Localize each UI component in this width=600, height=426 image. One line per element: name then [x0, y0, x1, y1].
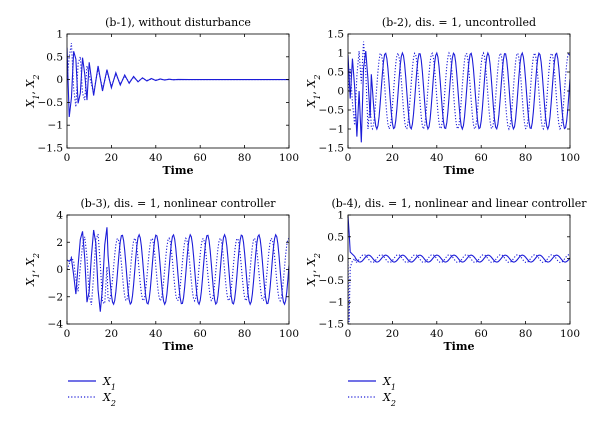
- x-tick-label: 80: [519, 152, 532, 164]
- x-tick-label: 20: [105, 152, 118, 164]
- x-tick-label: 60: [194, 152, 207, 164]
- y-tick-label: −0.5: [38, 97, 64, 109]
- series-x1-line: [67, 227, 289, 312]
- y-tick-label: 1: [337, 210, 344, 222]
- y-tick-label: −1: [329, 297, 344, 309]
- series-x2-line: [67, 43, 289, 108]
- panel-title: (b-4), dis. = 1, nonlinear and linear co…: [331, 197, 587, 210]
- y-tick-label: 1.5: [327, 29, 344, 41]
- x-tick-label: 0: [64, 328, 71, 340]
- y-axis-label: X1, X2: [305, 75, 322, 109]
- y-tick-label: −2: [48, 291, 63, 303]
- x-tick-label: 0: [64, 152, 71, 164]
- y-tick-label: 0.5: [327, 67, 344, 79]
- x-tick-label: 40: [430, 152, 443, 164]
- x-axis-label: Time: [443, 164, 474, 177]
- y-tick-label: −1: [48, 120, 63, 132]
- x-axis-label: Time: [443, 340, 474, 353]
- legend-left: X1 X2: [68, 375, 116, 408]
- x-axis-label: Time: [162, 340, 193, 353]
- x-axis-label: Time: [162, 164, 193, 177]
- y-tick-label: −1.5: [319, 143, 345, 155]
- x-tick-label: 100: [560, 152, 580, 164]
- x-tick-label: 60: [475, 328, 488, 340]
- legend-label-x2: X2: [382, 391, 396, 408]
- y-tick-label: 0.5: [46, 51, 63, 63]
- y-tick-label: 2: [56, 237, 63, 249]
- y-axis-label: X1, X2: [305, 253, 322, 287]
- legend-label-x2: X2: [102, 391, 116, 408]
- panel-title: (b-2), dis. = 1, uncontrolled: [382, 16, 536, 29]
- y-tick-label: 1: [56, 29, 63, 41]
- plot-frame: [66, 33, 290, 149]
- x-tick-label: 20: [386, 328, 399, 340]
- x-tick-label: 20: [386, 152, 399, 164]
- x-tick-label: 40: [430, 328, 443, 340]
- chart-panel-1: 0 20 40 60 80 100 1 0.5 0 −0.5 −1 −1.5 (b-1), withou…: [24, 16, 299, 177]
- x-tick-label: 0: [345, 328, 352, 340]
- x-tick-label: 100: [279, 328, 299, 340]
- x-tick-label: 100: [560, 328, 580, 340]
- y-tick-label: −1.5: [38, 143, 64, 155]
- x-tick-label: 80: [238, 152, 251, 164]
- y-tick-label: −4: [48, 319, 64, 331]
- x-tick-label: 80: [238, 328, 251, 340]
- y-tick-label: −1: [329, 124, 344, 136]
- y-tick-label: 0: [337, 253, 344, 265]
- y-tick-label: −0.5: [319, 105, 345, 117]
- y-tick-label: 0: [56, 74, 63, 86]
- legend-label-x1: X1: [102, 375, 116, 392]
- y-axis-label: X1, X2: [24, 75, 41, 109]
- x-tick-label: 60: [475, 152, 488, 164]
- y-tick-label: 4: [56, 210, 63, 222]
- x-tick-label: 100: [279, 152, 299, 164]
- y-tick-label: −0.5: [319, 275, 345, 287]
- plot-frame: [347, 214, 571, 325]
- y-tick-label: 0.5: [327, 231, 344, 243]
- x-tick-label: 0: [345, 152, 352, 164]
- x-tick-label: 60: [194, 328, 207, 340]
- x-tick-label: 40: [149, 152, 162, 164]
- series-x1-line: [348, 51, 570, 143]
- series-x1-line: [348, 215, 570, 263]
- x-tick-label: 20: [105, 328, 118, 340]
- y-axis-label: X1, X2: [24, 253, 41, 287]
- y-tick-label: 0: [56, 264, 63, 276]
- y-tick-label: −1.5: [319, 319, 345, 331]
- y-tick-label: 0: [337, 86, 344, 98]
- panel-title: (b-1), without disturbance: [105, 16, 251, 29]
- panel-title: (b-3), dis. = 1, nonlinear controller: [81, 197, 277, 210]
- series-x2-line: [348, 254, 570, 322]
- y-tick-label: 1: [337, 48, 344, 60]
- x-tick-label: 40: [149, 328, 162, 340]
- chart-panel-4: 0 20 40 60 80 100 1 0.5 0 −0.5 −1 −1.5 (b-4), dis. =…: [305, 197, 587, 353]
- chart-panel-2: 0 20 40 60 80 100 1.5 1 0.5 0 −0.5 −1 −1.5 (b-2), dis…: [305, 16, 580, 177]
- legend-label-x1: X1: [382, 375, 396, 392]
- x-tick-label: 80: [519, 328, 532, 340]
- series-x2-line: [67, 233, 289, 306]
- legend-right: X1 X2: [348, 375, 396, 408]
- series-x1-line: [67, 47, 289, 118]
